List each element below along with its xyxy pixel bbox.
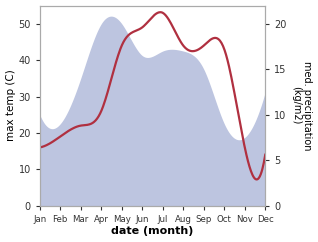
Y-axis label: max temp (C): max temp (C) (5, 70, 16, 142)
Y-axis label: med. precipitation
(kg/m2): med. precipitation (kg/m2) (291, 61, 313, 150)
X-axis label: date (month): date (month) (111, 227, 194, 236)
